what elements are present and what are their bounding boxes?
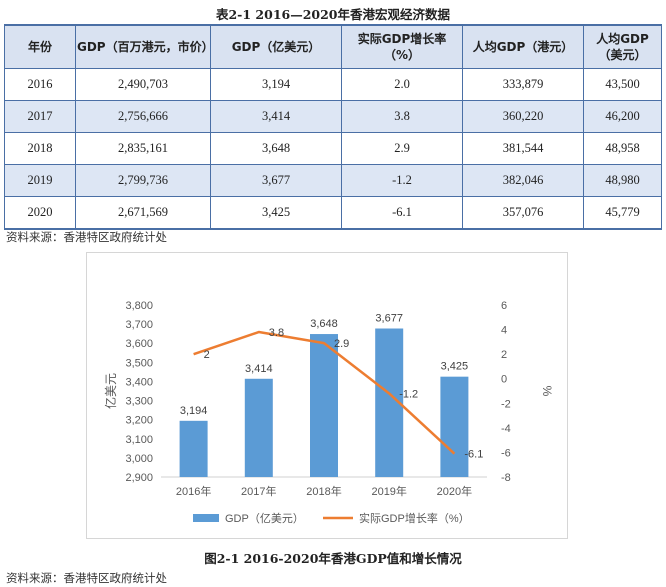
y-tick-label: 3,000 [125,453,153,465]
header-growth: 实际GDP增长率（%） [341,24,463,69]
cell-per-capita-hkd: 333,879 [462,68,584,101]
y2-tick-label: -8 [501,472,511,484]
y-tick-label: 2,900 [125,472,153,484]
cell-per-capita-usd: 46,200 [583,100,662,133]
chart-canvas: 2,900 3,000 3,100 3,200 3,300 3,400 3,500 3,600… [103,300,554,525]
y-tick-label: 3,600 [125,338,153,350]
header-gdp-hkd: GDP（百万港元，市价） [75,24,214,69]
y-tick-label: 3,800 [125,300,153,312]
cell-per-capita-usd: 48,980 [583,164,662,197]
table-row: 2016 2,490,703 3,194 2.0 333,879 43,500 [4,68,662,101]
bar-value-label: 3,425 [441,361,469,373]
legend-bar-label: GDP（亿美元） [225,512,304,525]
x-tick-label: 2017年 [241,484,276,498]
y2-tick-label: 4 [501,325,507,337]
y2-tick-label: -2 [501,398,511,410]
cell-per-capita-usd: 43,500 [583,68,662,101]
bar-gdp [440,376,469,477]
cell-gdp-hkd: 2,490,703 [75,68,211,101]
bar-value-label: 3,194 [180,405,208,417]
x-tick-label: 2018年 [306,484,341,498]
cell-gdp-hkd: 2,671,569 [75,196,211,230]
cell-gdp-usd: 3,425 [210,196,342,230]
bar-value-label: 3,414 [245,363,273,375]
cell-gdp-hkd: 2,799,736 [75,164,211,197]
cell-gdp-hkd: 2,835,161 [75,132,211,165]
line-value-label: -1.2 [399,388,418,400]
cell-gdp-usd: 3,677 [210,164,342,197]
table-row: 2017 2,756,666 3,414 3.8 360,220 46,200 [4,100,662,133]
legend-bar-swatch [193,514,219,522]
cell-gdp-usd: 3,414 [210,100,342,133]
y-tick-label: 3,300 [125,396,153,408]
cell-per-capita-hkd: 357,076 [462,196,584,230]
gdp-chart: 2,900 3,000 3,100 3,200 3,300 3,400 3,500 3,600… [86,252,568,539]
bar-gdp [179,420,208,477]
macro-data-table: 年份 GDP（百万港元，市价） GDP（亿美元） 实际GDP增长率（%） 人均G… [4,24,662,230]
line-value-label: 2 [204,349,210,361]
header-gdp-usd: GDP（亿美元） [210,24,342,69]
x-tick-label: 2019年 [371,484,406,498]
cell-year: 2016 [4,68,76,101]
header-year: 年份 [4,24,76,69]
cell-year: 2019 [4,164,76,197]
cell-year: 2020 [4,196,76,230]
bar-gdp [310,334,338,477]
cell-growth: -6.1 [341,196,463,230]
line-value-label: 2.9 [334,338,349,350]
table-row: 2019 2,799,736 3,677 -1.2 382,046 48,980 [4,164,662,197]
table-source-note: 资料来源：香港特区政府统计处 [6,230,167,244]
line-growth-rate [193,330,456,455]
table-row: 2018 2,835,161 3,648 2.9 381,544 48,958 [4,132,662,165]
header-per-capita-hkd: 人均GDP（港元） [462,24,584,69]
figure-caption: 图2-1 2016-2020年香港GDP值和增长情况 [204,551,462,566]
y2-tick-label: -6 [501,447,511,459]
table-title: 表2-1 2016—2020年香港宏观经济数据 [215,7,450,22]
cell-gdp-usd: 3,648 [210,132,342,165]
x-tick-label: 2016年 [176,484,211,498]
y-axis-title: 亿美元 [103,373,118,409]
cell-gdp-hkd: 2,756,666 [75,100,211,133]
y2-tick-label: 2 [501,349,507,361]
x-tick-label: 2020年 [437,484,472,498]
cell-year: 2017 [4,100,76,133]
y-tick-label: 3,700 [125,319,153,331]
y-tick-label: 3,100 [125,434,153,446]
y2-axis-title: % [540,386,554,397]
y2-tick-label: 6 [501,300,507,312]
table-row: 2020 2,671,569 3,425 -6.1 357,076 45,779 [4,196,662,230]
y-tick-label: 3,500 [125,357,153,369]
y2-tick-label: 0 [501,374,507,386]
cell-per-capita-hkd: 381,544 [462,132,584,165]
bar-gdp [244,378,273,477]
cell-growth: 2.0 [341,68,463,101]
cell-per-capita-usd: 45,779 [583,196,662,230]
legend-line-label: 实际GDP增长率（%） [359,511,470,525]
cell-year: 2018 [4,132,76,165]
y-tick-label: 3,200 [125,415,153,427]
cell-per-capita-usd: 48,958 [583,132,662,165]
cell-growth: 3.8 [341,100,463,133]
figure-source-note: 资料来源：香港特区政府统计处 [6,571,167,585]
cell-gdp-usd: 3,194 [210,68,342,101]
cell-per-capita-hkd: 382,046 [462,164,584,197]
cell-growth: -1.2 [341,164,463,197]
bar-value-label: 3,648 [310,318,338,330]
bar-value-label: 3,677 [375,313,403,325]
y2-tick-label: -4 [501,423,511,435]
cell-per-capita-hkd: 360,220 [462,100,584,133]
line-value-label: 3.8 [269,327,284,339]
header-per-capita-usd: 人均GDP（美元） [583,24,662,69]
table-header-row: 年份 GDP（百万港元，市价） GDP（亿美元） 实际GDP增长率（%） 人均G… [4,24,662,69]
line-value-label: -6.1 [464,449,483,461]
cell-growth: 2.9 [341,132,463,165]
y-tick-label: 3,400 [125,376,153,388]
